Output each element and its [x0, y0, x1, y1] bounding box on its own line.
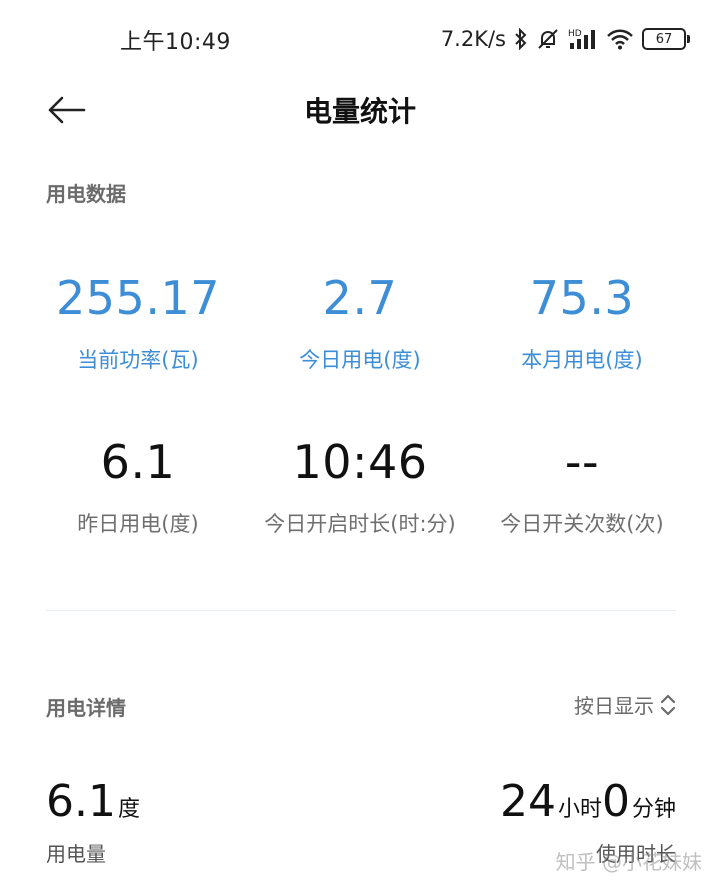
stat-label: 昨日用电(度): [77, 512, 199, 536]
stat-label: 今日开启时长(时:分): [264, 512, 456, 536]
stat-today-usage: 2.7 今日用电(度): [240, 272, 480, 374]
stat-today-switch-count: -- 今日开关次数(次): [462, 436, 702, 538]
stat-current-power: 255.17 当前功率(瓦): [18, 272, 258, 374]
duration-label: 使用时长: [596, 842, 676, 866]
page-title: 电量统计: [303, 95, 416, 128]
usage-data-section-title: 用电数据: [46, 182, 126, 206]
header: 电量统计: [0, 78, 720, 142]
status-icons: 7.2K/s HD: [440, 24, 690, 54]
wifi-icon: [606, 28, 634, 50]
stat-today-on-duration: 10:46 今日开启时长(时:分): [240, 436, 480, 538]
stat-value: 255.17: [56, 271, 220, 325]
stat-label: 本月用电(度): [521, 348, 643, 372]
stat-value: 10:46: [292, 435, 428, 489]
stat-value: 6.1: [100, 435, 176, 489]
status-time: 上午10:49: [120, 30, 231, 55]
usage-details-section-title: 用电详情: [46, 696, 126, 720]
back-arrow-icon: [48, 96, 86, 124]
back-button[interactable]: [40, 88, 92, 132]
bluetooth-icon: [514, 28, 528, 50]
consumption-detail: 6.1 度 用电量: [46, 776, 140, 867]
stat-value: 2.7: [322, 271, 398, 325]
consumption-unit: 度: [117, 797, 140, 822]
stat-month-usage: 75.3 本月用电(度): [462, 272, 702, 374]
duration-minutes: 0: [601, 776, 630, 827]
battery-icon: 67: [642, 28, 690, 50]
network-speed: 7.2K/s: [440, 27, 506, 51]
stat-value: 75.3: [529, 271, 635, 325]
status-bar: 上午10:49 7.2K/s HD: [0, 0, 720, 80]
stat-label: 今日用电(度): [299, 348, 421, 372]
duration-hours-unit: 小时: [557, 797, 602, 822]
stat-yesterday-usage: 6.1 昨日用电(度): [18, 436, 258, 538]
display-mode-label: 按日显示: [574, 694, 654, 718]
battery-level: 67: [655, 31, 673, 47]
duration-hours: 24: [499, 776, 556, 827]
duration-detail: 24 小时 0 分钟 使用时长: [500, 776, 676, 867]
stat-label: 当前功率(瓦): [77, 348, 199, 372]
display-mode-selector[interactable]: 按日显示: [574, 690, 676, 719]
hd-signal-icon: HD: [568, 27, 598, 51]
svg-text:HD: HD: [568, 29, 582, 39]
consumption-value: 6.1: [46, 776, 116, 827]
consumption-label: 用电量: [46, 842, 106, 866]
duration-minutes-unit: 分钟: [631, 797, 676, 822]
stat-value: --: [564, 435, 600, 489]
stat-label: 今日开关次数(次): [500, 512, 664, 536]
mute-icon: [536, 27, 560, 51]
watermark: 知乎 @小花妹妹: [555, 850, 702, 874]
divider: [46, 610, 676, 611]
sort-arrows-icon: [660, 694, 676, 715]
